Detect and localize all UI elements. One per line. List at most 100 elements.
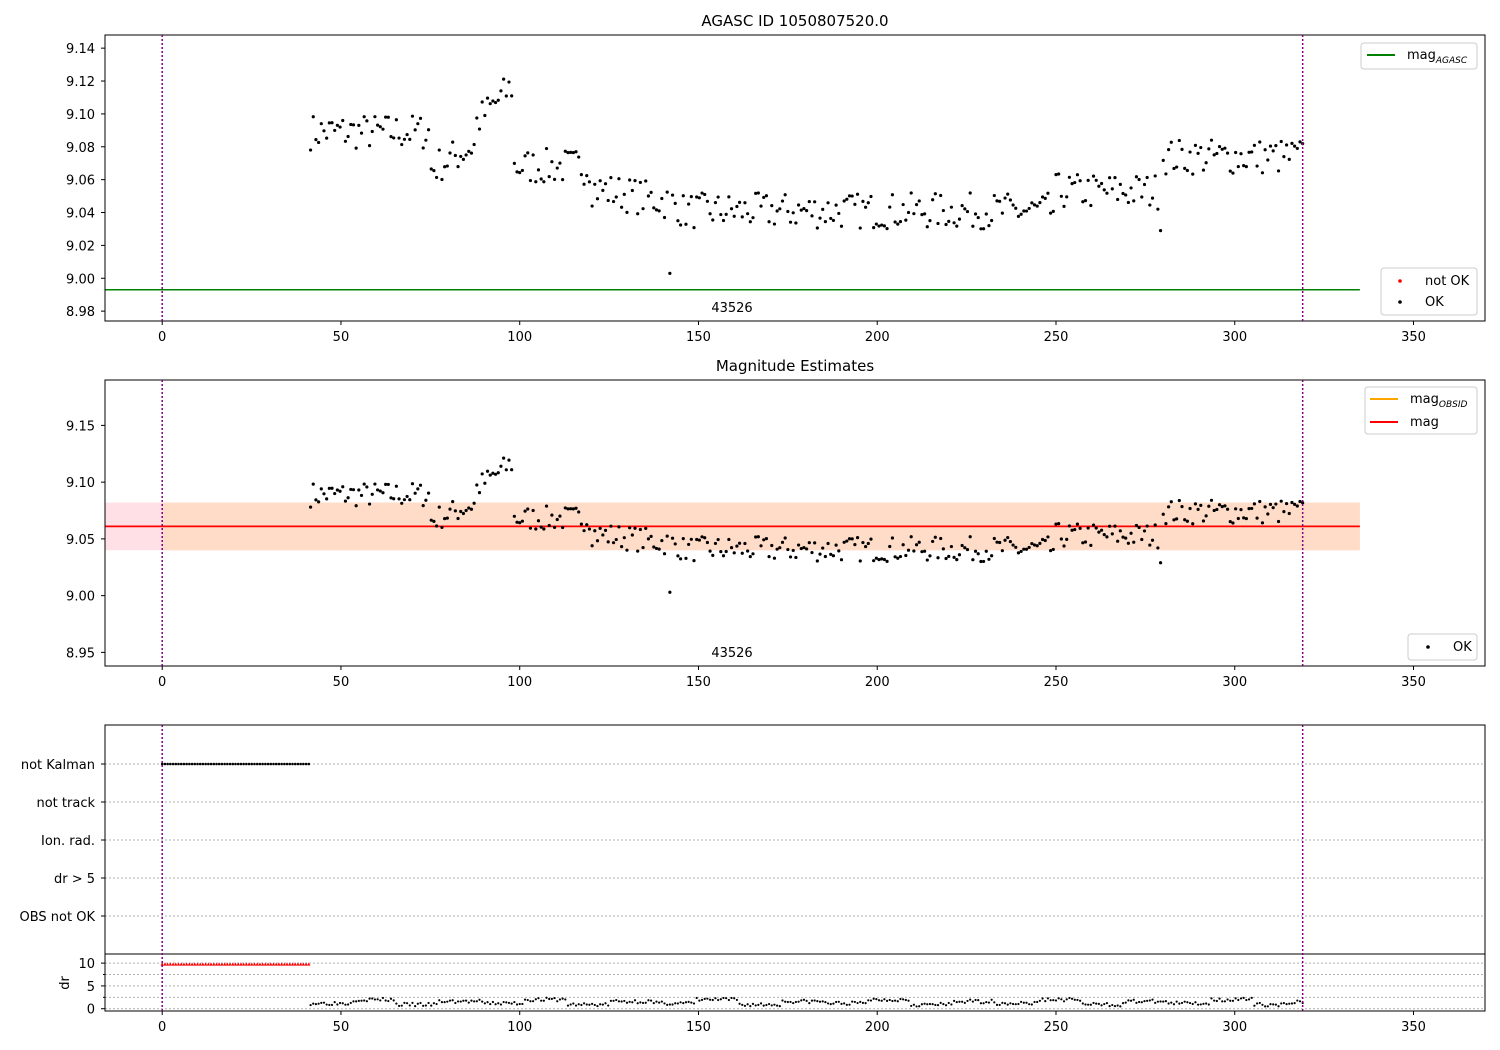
observation-point	[719, 212, 723, 217]
dr-point	[955, 1000, 958, 1004]
observation-point	[882, 557, 886, 562]
observation-point	[896, 556, 900, 560]
dr-point	[671, 1003, 674, 1006]
observation-point	[1287, 511, 1291, 516]
observation-point	[603, 528, 608, 532]
dr-point	[574, 1004, 578, 1007]
observation-point	[834, 203, 838, 207]
dr-point	[553, 996, 556, 1000]
observation-point	[499, 89, 503, 93]
observation-point	[526, 507, 530, 511]
observation-point	[1242, 164, 1246, 168]
observation-point	[550, 160, 554, 164]
observation-point	[1260, 521, 1265, 525]
observation-point	[636, 212, 640, 216]
dr-point	[802, 998, 806, 1001]
dr-point	[537, 997, 540, 1000]
observation-point	[920, 550, 924, 554]
legend-label-not-ok: not OK	[1425, 274, 1470, 289]
x-tick-label: 50	[333, 1020, 350, 1035]
dr-point	[733, 997, 736, 1000]
observation-point	[1006, 535, 1010, 540]
dr-flag-marker	[247, 962, 251, 966]
dr-point	[1242, 996, 1245, 1000]
observation-point	[842, 199, 846, 203]
observation-point	[960, 203, 964, 208]
observation-point	[1129, 186, 1133, 190]
flag-point	[258, 762, 262, 766]
dr-point	[523, 998, 527, 1001]
observation-point	[998, 199, 1002, 203]
observation-point	[373, 115, 377, 119]
flag-point	[185, 762, 188, 766]
observation-point	[389, 496, 393, 500]
dr-point	[663, 1002, 666, 1005]
dr-point	[1006, 1003, 1009, 1006]
dr-flag-marker	[261, 962, 265, 966]
observation-point	[652, 206, 656, 210]
observation-point	[614, 537, 618, 542]
observation-point	[437, 505, 441, 509]
observation-point	[695, 195, 699, 199]
observation-point	[354, 504, 358, 508]
dr-point	[714, 997, 717, 1000]
dr-point	[958, 1000, 961, 1003]
flag-point	[217, 762, 221, 766]
dr-point	[757, 1003, 760, 1006]
observation-point	[1201, 168, 1206, 172]
flag-point	[291, 762, 294, 766]
observation-point	[317, 140, 321, 145]
observation-point	[587, 527, 592, 531]
observation-point	[788, 220, 793, 224]
observation-point	[657, 209, 661, 213]
dr-point	[344, 1003, 347, 1006]
dr-point	[481, 1000, 484, 1003]
observation-point	[491, 471, 495, 475]
observation-point	[453, 509, 457, 513]
dr-point	[625, 1001, 629, 1004]
observation-point	[622, 536, 626, 540]
observation-point	[394, 118, 398, 122]
y-tick-label: 9.02	[66, 239, 95, 254]
dr-point	[1138, 1000, 1141, 1004]
dr-point	[534, 998, 537, 1001]
observation-point	[662, 552, 667, 556]
dr-point	[1277, 1005, 1280, 1008]
observation-point	[400, 142, 404, 147]
observation-point	[381, 127, 385, 131]
panel-agasc: AGASC ID 1050807520.0 0 50 100 150 200 250 300…	[66, 12, 1486, 345]
observation-point	[1223, 146, 1227, 150]
observation-point	[646, 537, 651, 541]
observation-point	[630, 188, 634, 193]
observation-point	[1266, 512, 1270, 516]
observation-point	[1073, 527, 1077, 532]
observation-point	[357, 123, 361, 127]
dr-point	[582, 1002, 586, 1005]
observation-point	[496, 471, 500, 475]
dr-point	[347, 1003, 350, 1006]
observation-point	[949, 205, 954, 209]
dr-point	[818, 1000, 822, 1003]
y-tick-label: 9.00	[66, 272, 95, 287]
dr-point	[1089, 1003, 1092, 1006]
observation-point	[590, 204, 594, 208]
observation-point	[847, 537, 852, 541]
dr-point	[687, 1000, 690, 1004]
observation-point	[1035, 204, 1039, 208]
dr-flag-marker	[217, 962, 221, 966]
x-tick-label: 100	[507, 330, 532, 345]
observation-point	[625, 210, 629, 215]
flag-point	[236, 762, 240, 766]
observation-point	[1097, 530, 1101, 534]
flag-point	[269, 762, 273, 766]
dr-point	[987, 1001, 991, 1004]
observation-point	[1019, 549, 1023, 554]
observation-point	[598, 526, 602, 530]
dr-point	[607, 1004, 610, 1007]
observation-point	[791, 548, 795, 553]
dr-point	[548, 997, 551, 1001]
observation-point	[376, 123, 380, 127]
observation-point	[786, 547, 790, 552]
dr-point	[491, 1000, 495, 1004]
dr-point	[1239, 997, 1243, 1000]
